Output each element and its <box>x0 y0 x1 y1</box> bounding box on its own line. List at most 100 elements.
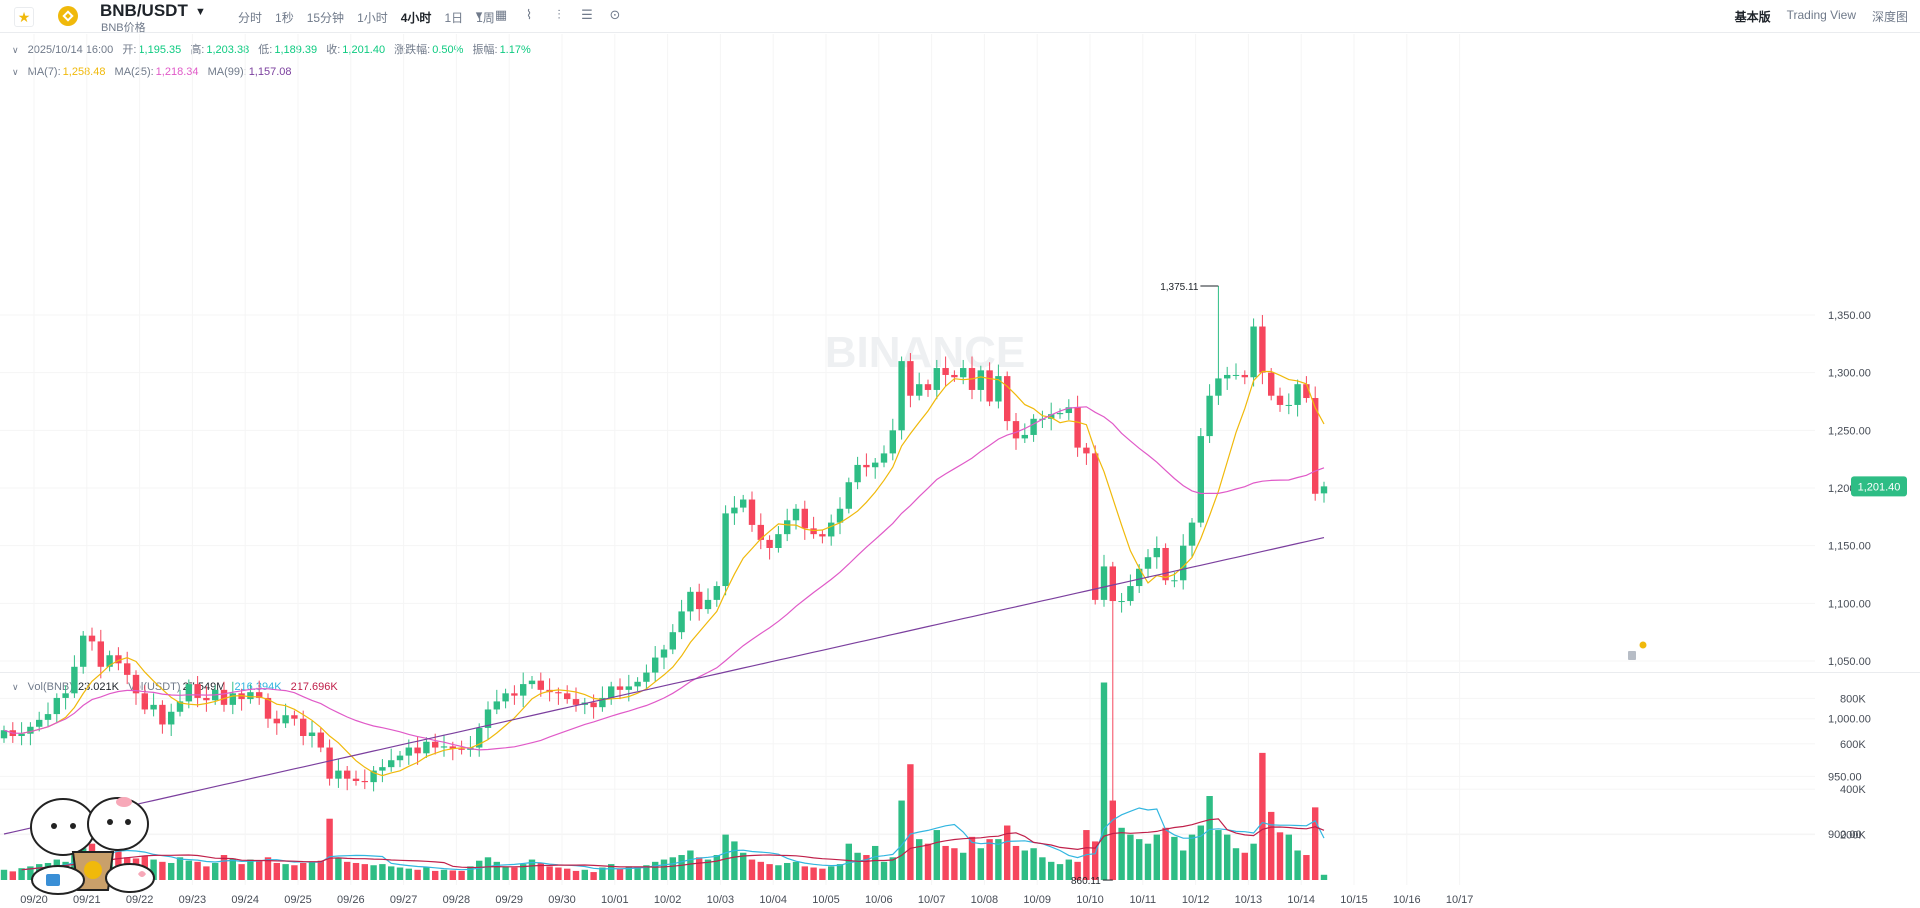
volume-bar <box>150 859 157 880</box>
settings-list-icon[interactable]: ☰ <box>581 7 593 22</box>
calendar-icon[interactable]: ▦ <box>494 7 508 22</box>
low-value: 1,189.39 <box>274 44 318 56</box>
time-tick-label: 10/07 <box>918 894 946 906</box>
time-tick-label: 09/27 <box>390 894 418 906</box>
volume-bar <box>1312 807 1319 880</box>
candle-body <box>845 482 852 509</box>
volume-bar <box>361 864 368 880</box>
candle-body <box>388 760 395 768</box>
volume-bar <box>1320 874 1328 880</box>
candle-body <box>132 674 140 694</box>
volume-bar <box>933 830 940 880</box>
time-tick-label: 09/24 <box>231 894 259 906</box>
alert-icon <box>1628 651 1636 660</box>
candle-body <box>916 384 923 396</box>
candle-body <box>872 462 879 468</box>
candle-body <box>669 632 676 650</box>
chevron-down-icon[interactable]: ▾ <box>475 7 483 22</box>
volume-bar <box>634 867 641 880</box>
gear-icon[interactable]: ⊙ <box>609 7 621 22</box>
candle-body <box>995 376 1002 402</box>
volume-bar <box>440 869 448 880</box>
view-tab[interactable]: 基本版 <box>1734 10 1771 24</box>
price-tick-label: 1,350.00 <box>1828 310 1871 322</box>
pair-subtitle[interactable]: BNB价格 <box>101 22 146 34</box>
pane-divider[interactable] <box>0 672 1920 673</box>
volume-bar <box>370 865 377 880</box>
candle-body <box>282 715 289 724</box>
interval-tab[interactable]: 分时 <box>238 11 263 25</box>
volume-bar <box>713 855 720 880</box>
interval-tab[interactable]: 15分钟 <box>306 11 345 25</box>
candle-body <box>44 714 52 720</box>
pair-title[interactable]: BNB/USDT <box>100 1 188 20</box>
candle-body <box>1250 326 1257 378</box>
volume-bar <box>203 866 210 880</box>
volume-bar <box>388 866 395 880</box>
candle-body <box>977 370 984 390</box>
candle-body <box>1074 407 1081 448</box>
price-tick-label: 1,300.00 <box>1828 368 1871 380</box>
candle-body <box>590 702 597 708</box>
candle-body <box>256 692 263 698</box>
candle-body <box>520 684 527 696</box>
ma-legend: ∨ MA(7): 1,258.48 MA(25): 1,218.34 MA(99):… <box>12 66 298 78</box>
volume-bar <box>616 868 624 880</box>
interval-tab[interactable]: 4小时 <box>400 11 432 25</box>
candle-body <box>0 730 8 739</box>
volume-bar <box>854 852 861 880</box>
candle-body <box>1048 414 1055 419</box>
interval-tab[interactable]: 1小时 <box>357 11 388 25</box>
volume-bar <box>528 859 536 880</box>
volume-bar <box>1224 834 1231 880</box>
ma7-line <box>21 370 1325 777</box>
view-switcher: 基本版 Trading View 深度图 <box>1719 8 1908 25</box>
volume-bar <box>986 839 993 880</box>
volume-tick-label: 800K <box>1840 693 1866 705</box>
candle-body <box>27 726 34 734</box>
volume-bar <box>889 857 896 880</box>
volume-bar <box>220 855 228 880</box>
candle-body <box>722 513 729 587</box>
interval-tab[interactable]: 1日 <box>444 11 464 25</box>
volume-bar <box>1153 834 1160 880</box>
indicator-icon[interactable]: ⌇ <box>525 7 533 22</box>
collapse-icon[interactable]: ∨ <box>12 45 19 55</box>
time-tick-label: 10/12 <box>1182 894 1210 906</box>
volume-bar <box>1056 864 1064 880</box>
volume-bar <box>308 861 316 880</box>
chart-type-icon[interactable]: ⫶ <box>557 7 561 22</box>
candle-body <box>300 718 307 737</box>
volume-bar <box>537 862 544 880</box>
view-tab[interactable]: 深度图 <box>1871 10 1908 24</box>
candle-body <box>1144 557 1152 569</box>
candle-body <box>1294 384 1301 405</box>
volume-bar <box>757 861 764 880</box>
interval-tab[interactable]: 1周 <box>476 11 495 25</box>
candle-body <box>1136 568 1143 587</box>
candle-body <box>863 464 870 468</box>
candle-body <box>1100 566 1108 600</box>
volume-bar <box>731 841 738 880</box>
view-tab[interactable]: Trading View <box>1786 8 1856 22</box>
collapse-icon[interactable]: ∨ <box>12 682 19 692</box>
collapse-icon[interactable]: ∨ <box>12 67 19 77</box>
volume-bar <box>1197 825 1204 880</box>
candle-body <box>352 778 360 781</box>
chevron-down-icon[interactable]: ▼ <box>195 6 206 18</box>
volume-bar <box>995 839 1002 880</box>
time-tick-label: 10/10 <box>1076 894 1104 906</box>
time-tick-label: 09/28 <box>443 894 471 906</box>
volume-bar <box>414 869 421 880</box>
star-icon[interactable]: ★ <box>14 7 34 27</box>
volume-bar <box>194 861 201 880</box>
candle-body <box>828 522 835 537</box>
time-tick-label: 10/13 <box>1235 894 1263 906</box>
interval-tab[interactable]: 1秒 <box>275 11 294 25</box>
volume-bar <box>300 862 307 880</box>
low-label: 低: <box>258 44 273 56</box>
candle-body <box>1303 384 1310 399</box>
candle-body <box>449 746 456 749</box>
volume-bar <box>484 857 492 880</box>
